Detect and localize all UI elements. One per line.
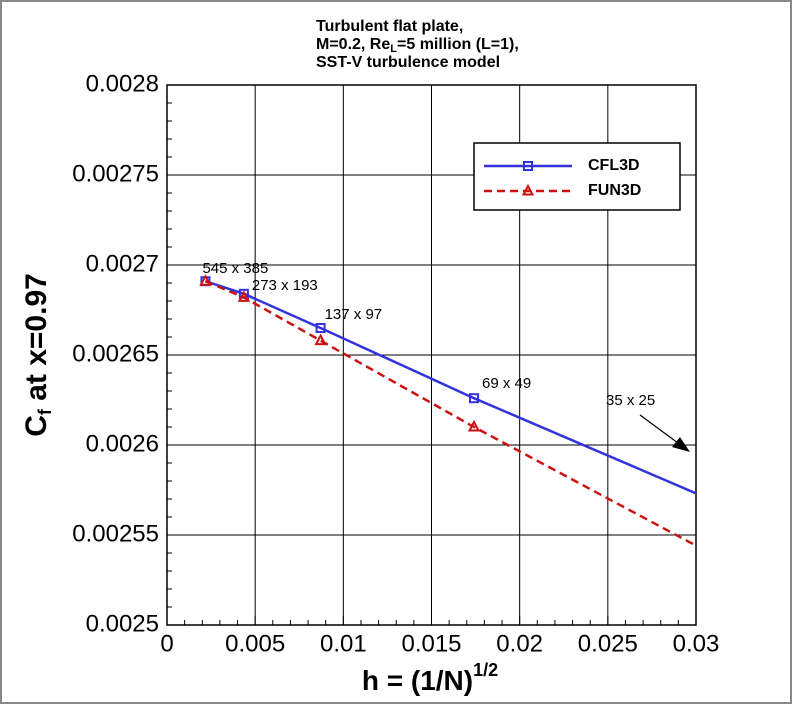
y-tick-label: 0.00275 [72,160,159,187]
annotation: 545 x 385 [202,260,268,277]
arrow-head [672,437,690,452]
marker [467,419,481,432]
legend-box [473,142,681,211]
x-tick-label: 0.005 [225,630,285,657]
y-tick-label: 0.0026 [86,430,159,457]
y-label-part: C [20,415,53,437]
x-axis-label: h = (1/N)1/2 [362,660,498,697]
annotation: 273 x 193 [252,277,318,294]
y-label-part: at x=0.97 [20,273,53,409]
plot-area [199,274,785,595]
y-tick-label: 0.0028 [86,70,159,97]
title-part: M=0.2, Re [316,36,390,53]
title-line: M=0.2, ReL=5 million (L=1), [316,36,519,55]
legend-marker [523,161,533,171]
plot-frame [166,84,697,626]
title-line: SST-V turbulence model [316,54,500,71]
y-tick-label: 0.0027 [86,250,159,277]
marker [314,333,327,346]
x-tick-label: 0.02 [496,630,543,657]
y-tick-label: 0.00255 [72,520,159,547]
x-tick-label: 0.025 [578,630,638,657]
marker [777,526,785,534]
legend-label: FUN3D [588,182,641,199]
annotation: 69 x 49 [482,375,531,392]
y-tick-label: 0.00265 [72,340,159,367]
y-tick-label: 0.0025 [86,610,159,637]
legend-marker [521,183,535,196]
marker [199,274,212,286]
title-part: =5 million (L=1), [397,36,519,53]
chart-title: Turbulent flat plate, M=0.2, ReL=5 milli… [316,18,519,71]
x-label-part: h = (1/N) [362,665,473,696]
x-tick-label: 0.01 [320,630,367,657]
marker [315,323,326,333]
series-line [204,280,696,548]
x-label-sup: 1/2 [473,660,498,680]
y-axis-label: Cf at x=0.97 [20,273,55,437]
series-line [205,280,696,495]
x-tick-label: 0 [160,630,173,657]
marker [776,586,785,595]
legend-label: CFL3D [588,157,640,174]
x-tick-label: 0.03 [673,630,720,657]
annotation: 137 x 97 [325,306,383,323]
y-label-sub: f [35,408,55,415]
annotation: 35 x 25 [606,392,655,409]
annotation-arrow [639,414,683,447]
title-sub: L [390,43,397,55]
x-tick-label: 0.015 [401,630,461,657]
title-line: Turbulent flat plate, [316,18,463,35]
marker [468,393,479,404]
marker [237,290,251,302]
